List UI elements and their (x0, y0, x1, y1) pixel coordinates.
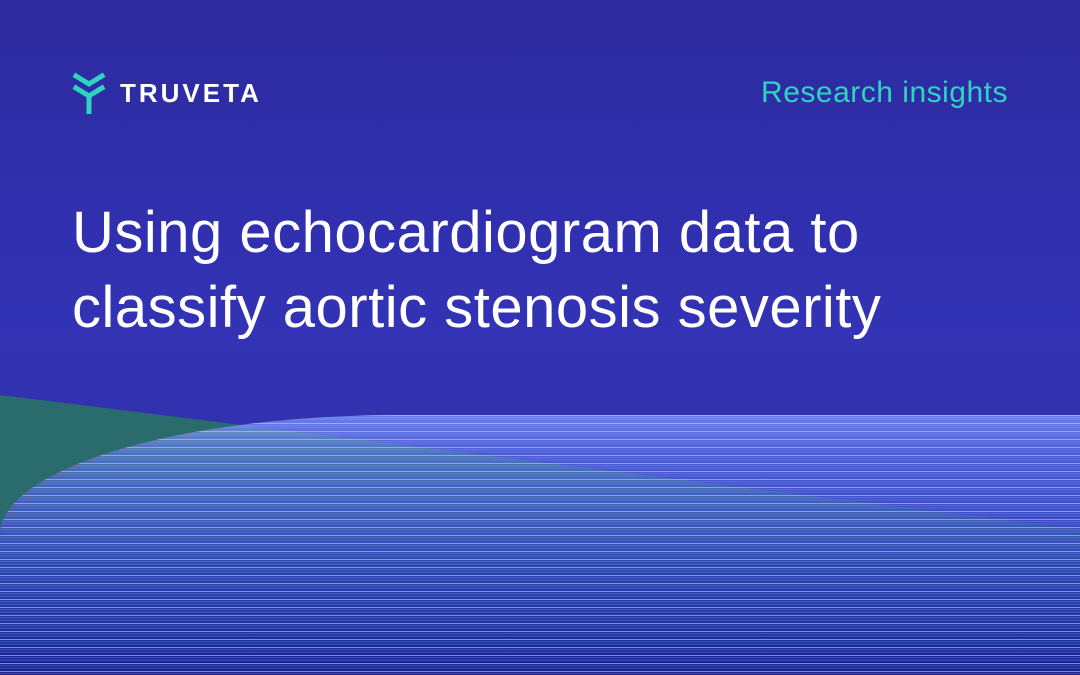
brand-name: TRUVETA (120, 78, 262, 109)
tagline-label: Research insights (761, 76, 1008, 110)
truveta-mark-icon (72, 72, 106, 114)
wave-streak-band (0, 415, 1080, 675)
page-title: Using echocardiogram data to classify ao… (72, 195, 1008, 346)
wave-streak-overlay (0, 415, 1080, 675)
hero-banner: TRUVETA Research insights Using echocard… (0, 0, 1080, 675)
decorative-wave (0, 395, 1080, 675)
top-bar: TRUVETA Research insights (0, 72, 1080, 114)
brand-logo: TRUVETA (72, 72, 262, 114)
